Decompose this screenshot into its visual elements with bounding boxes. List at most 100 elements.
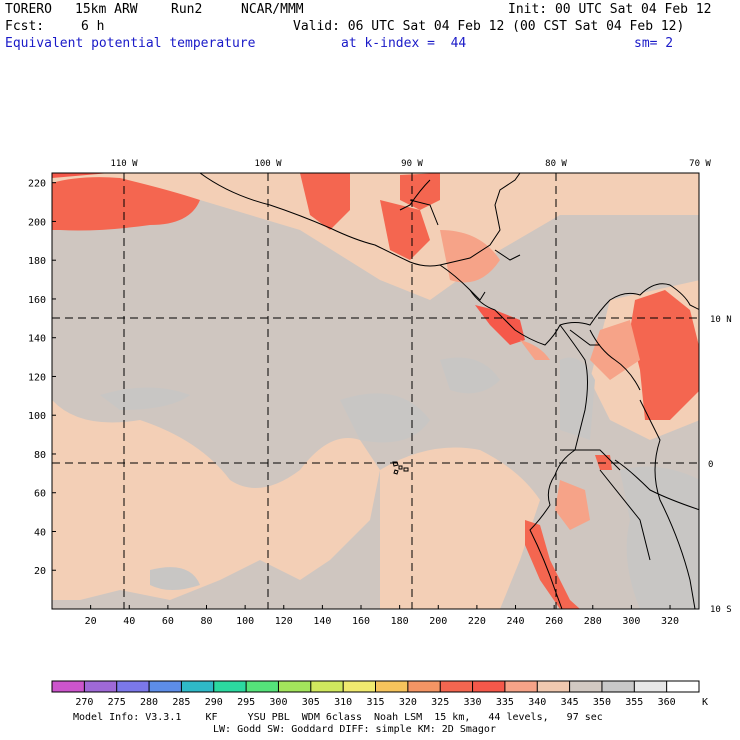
lon-label-80w: 80 W [545, 159, 567, 169]
color-bar-label-355: 355 [625, 697, 643, 708]
color-bar-label-315: 315 [366, 697, 384, 708]
x-grid-labels: 20 40 60 80 100 120 140 160 180 200 220 240 260 280 30… [85, 616, 679, 627]
y-label-100: 100 [28, 411, 46, 422]
x-label-40: 40 [123, 616, 135, 627]
map-frame [51, 172, 700, 610]
color-bar-swatch [569, 681, 603, 692]
lat-label-10n: 10 N [710, 315, 732, 325]
x-label-300: 300 [622, 616, 640, 627]
color-bar-swatch [472, 681, 506, 692]
graticule [52, 173, 699, 609]
lon-label-100w: 100 W [254, 159, 282, 169]
color-bar-label-350: 350 [593, 697, 611, 708]
color-bar-swatch [601, 681, 635, 692]
x-label-240: 240 [506, 616, 524, 627]
color-bar-label-340: 340 [528, 697, 546, 708]
y-label-40: 40 [34, 527, 46, 538]
forecast-label: Fcst: [5, 19, 45, 34]
y-label-220: 220 [28, 179, 46, 190]
x-label-140: 140 [313, 616, 331, 627]
color-bar-swatch [52, 681, 85, 692]
y-label-80: 80 [34, 450, 46, 461]
color-bar-label-295: 295 [237, 697, 255, 708]
color-bar-label-305: 305 [302, 697, 320, 708]
color-bar-label-310: 310 [334, 697, 352, 708]
x-label-220: 220 [468, 616, 486, 627]
valid-time: Valid: 06 UTC Sat 04 Feb 12 (00 CST Sat … [293, 19, 685, 34]
smoothing-factor: sm= 2 [634, 36, 674, 51]
color-bar-labels: 270 275 280 285 290 295 300 305 310 315 320 325 330 3… [75, 697, 675, 708]
x-label-20: 20 [85, 616, 97, 627]
coastlines [199, 173, 699, 609]
model-name: TORERO [5, 2, 52, 17]
color-bar-label-330: 330 [464, 697, 482, 708]
x-label-280: 280 [584, 616, 602, 627]
lon-label-110w: 110 W [110, 159, 138, 169]
physics-info: LW: Godd SW: Goddard DIFF: simple KM: 2D… [213, 724, 496, 735]
y-label-180: 180 [28, 256, 46, 267]
color-bar-swatch [278, 681, 312, 692]
forecast-hours: 6 h [81, 19, 105, 34]
lon-label-90w: 90 W [401, 159, 423, 169]
x-label-100: 100 [236, 616, 254, 627]
model-resolution: 15km ARW [75, 2, 138, 17]
x-label-200: 200 [429, 616, 447, 627]
x-label-320: 320 [661, 616, 679, 627]
y-label-160: 160 [28, 295, 46, 306]
color-bar-swatch [440, 681, 474, 692]
lon-labels: 110 W 100 W 90 W 80 W 70 W [110, 159, 711, 169]
lon-label-70w: 70 W [689, 159, 711, 169]
color-bar-label-360: 360 [658, 697, 676, 708]
color-bar-swatch [504, 681, 538, 692]
vertical-level: at k-index = 44 [341, 36, 467, 51]
y-label-200: 200 [28, 217, 46, 228]
x-label-60: 60 [162, 616, 174, 627]
color-bar-label-320: 320 [399, 697, 417, 708]
color-bar-swatch [407, 681, 441, 692]
x-label-260: 260 [545, 616, 563, 627]
color-bar-swatch [666, 681, 700, 692]
color-bar-label-285: 285 [172, 697, 190, 708]
y-label-20: 20 [34, 566, 46, 577]
color-bar [51, 680, 700, 693]
color-bar-swatch [246, 681, 279, 692]
shaded-field [52, 173, 699, 609]
x-label-180: 180 [391, 616, 409, 627]
y-grid-labels: 20 40 60 80 100 120 140 160 180 200 220 [28, 179, 46, 578]
color-bar-unit: K [702, 697, 708, 708]
color-bar-swatch [213, 681, 247, 692]
x-label-80: 80 [200, 616, 212, 627]
y-label-120: 120 [28, 372, 46, 383]
x-label-160: 160 [352, 616, 370, 627]
color-bar-label-290: 290 [205, 697, 223, 708]
color-bar-swatch [343, 681, 376, 692]
run-label: Run2 [171, 2, 203, 17]
organization: NCAR/MMM [241, 2, 304, 17]
color-bar-label-325: 325 [431, 697, 449, 708]
x-label-120: 120 [275, 616, 293, 627]
axis-ticks [52, 182, 671, 609]
y-label-140: 140 [28, 334, 46, 345]
lat-label-0: 0 [708, 460, 713, 470]
color-bar-label-280: 280 [140, 697, 158, 708]
lat-label-10s: 10 S [710, 605, 732, 615]
color-bar-label-270: 270 [75, 697, 93, 708]
y-label-60: 60 [34, 489, 46, 500]
color-bar-swatch [634, 681, 668, 692]
color-bar-label-335: 335 [496, 697, 514, 708]
color-bar-swatch [375, 681, 409, 692]
color-bar-label-345: 345 [561, 697, 579, 708]
color-bar-swatch [537, 681, 571, 692]
color-bar-swatch [116, 681, 150, 692]
color-bar-swatch [149, 681, 182, 692]
color-bar-swatch [181, 681, 215, 692]
color-bar-label-275: 275 [108, 697, 126, 708]
color-bar-swatch [310, 681, 344, 692]
color-bar-swatch [84, 681, 118, 692]
lat-labels: 10 N 0 10 S [708, 315, 732, 615]
model-info: Model Info: V3.3.1 KF YSU PBL WDM 6class… [73, 712, 603, 723]
init-time: Init: 00 UTC Sat 04 Feb 12 [508, 2, 712, 17]
color-bar-label-300: 300 [269, 697, 287, 708]
field-name: Equivalent potential temperature [5, 36, 256, 51]
